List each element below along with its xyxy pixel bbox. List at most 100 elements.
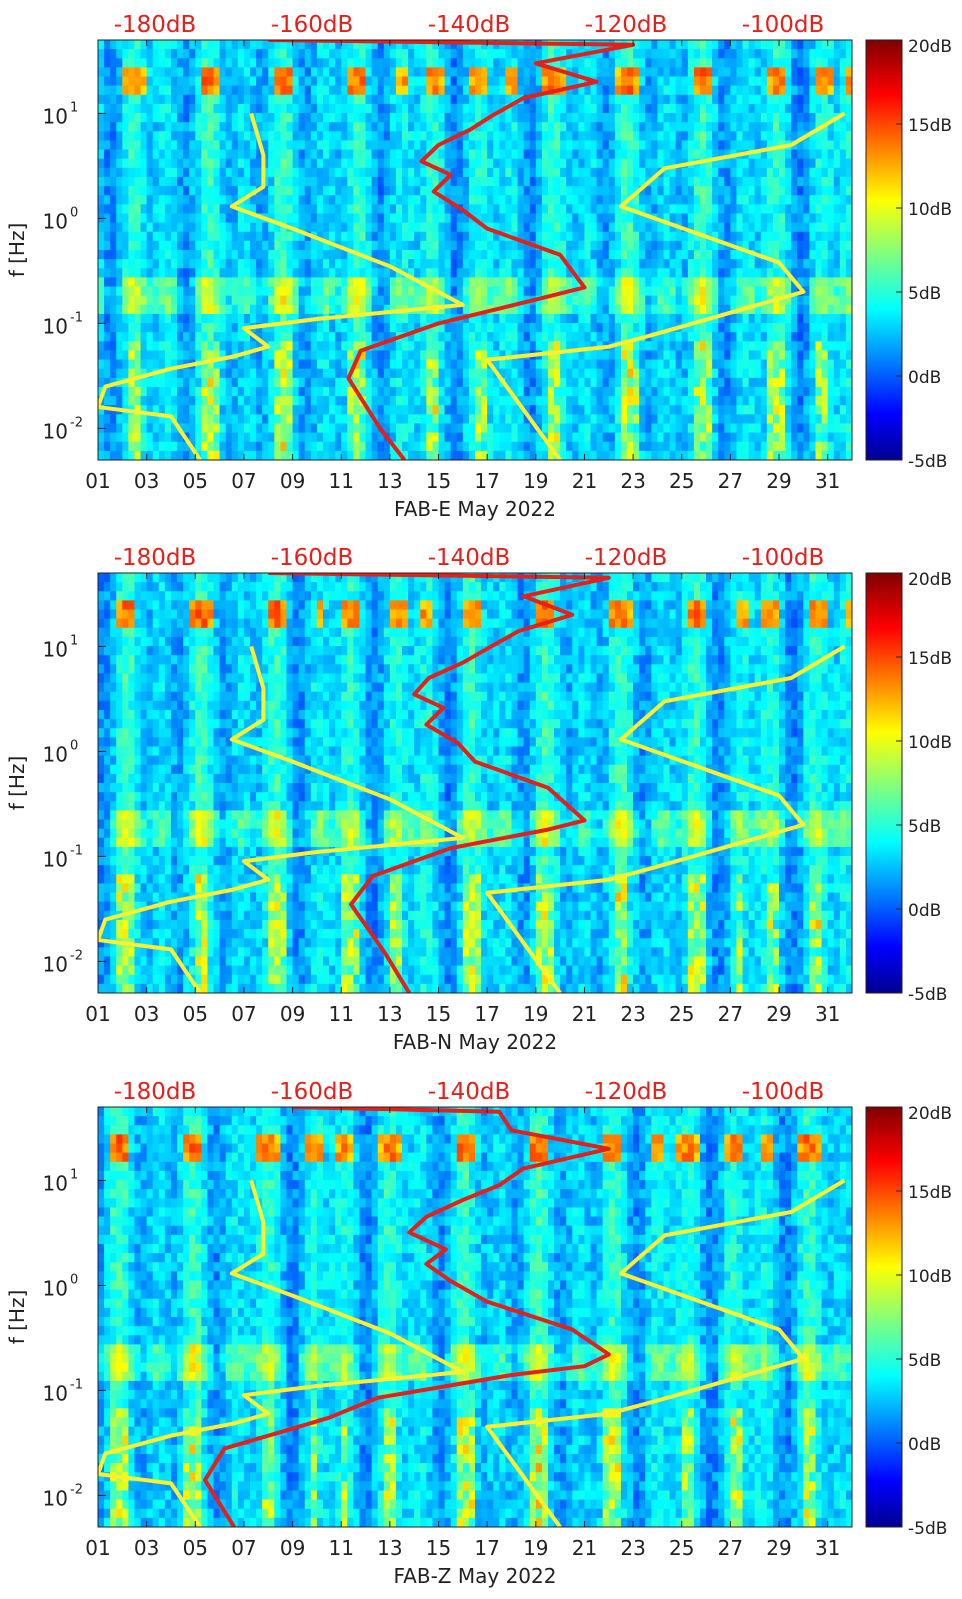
top-db-label: -160dB	[271, 545, 354, 571]
colorbar	[865, 572, 903, 994]
x-tick-label: 05	[183, 1002, 208, 1026]
colorbar	[865, 1106, 903, 1528]
y-tick-label: 10	[43, 314, 68, 338]
axes-box	[97, 39, 853, 461]
top-db-label: -100dB	[742, 1079, 825, 1105]
colorbar-tick-label: 5dB	[908, 284, 941, 304]
spectrogram-image	[98, 1107, 852, 1527]
x-tick-label: 13	[377, 1536, 402, 1560]
x-tick-label: 19	[523, 1002, 548, 1026]
y-tick-exponent: -1	[70, 843, 83, 858]
colorbar	[865, 39, 903, 461]
x-tick-label: 27	[718, 1002, 743, 1026]
x-tick-label: 03	[134, 1536, 159, 1560]
top-db-label: -180dB	[114, 12, 197, 38]
x-tick-label: 11	[328, 1536, 353, 1560]
colorbar-tick-label: 20dB	[908, 1104, 952, 1124]
x-tick-label: 29	[766, 469, 791, 493]
x-tick-label: 21	[572, 1002, 597, 1026]
y-axis-label: f [Hz]	[5, 1290, 29, 1345]
top-db-label: -140dB	[428, 1079, 511, 1105]
colorbar-tick-label: 0dB	[908, 901, 941, 921]
x-tick-label: 05	[183, 1536, 208, 1560]
top-db-label: -100dB	[742, 12, 825, 38]
y-tick-label: 10	[43, 419, 68, 443]
colorbar-tick-label: 5dB	[908, 1351, 941, 1371]
y-tick-exponent: 1	[70, 100, 78, 115]
x-axis-label: FAB-Z May 2022	[394, 1564, 557, 1588]
x-tick-label: 21	[572, 1536, 597, 1560]
colorbar-tick-label: 10dB	[908, 1267, 952, 1287]
y-tick-label: 10	[43, 209, 68, 233]
curve-nlnm	[98, 645, 465, 993]
x-tick-label: 01	[85, 469, 110, 493]
x-tick-label: 25	[669, 469, 694, 493]
y-tick-label: 10	[43, 104, 68, 128]
colorbar-tick-label: 0dB	[908, 368, 941, 388]
x-tick-label: 19	[523, 469, 548, 493]
x-tick-label: 27	[718, 469, 743, 493]
top-db-label: -120dB	[585, 1079, 668, 1105]
x-tick-label: 25	[669, 1536, 694, 1560]
colorbar-tick-label: 10dB	[908, 200, 952, 220]
x-tick-label: 07	[231, 1002, 256, 1026]
curve-median-psd	[268, 573, 611, 993]
curve-nhnm	[485, 644, 846, 993]
top-db-label: -100dB	[742, 545, 825, 571]
x-tick-label: 07	[231, 469, 256, 493]
y-tick-exponent: -1	[70, 310, 83, 325]
x-tick-label: 21	[572, 469, 597, 493]
x-tick-label: 15	[426, 1536, 451, 1560]
y-tick-label: 10	[43, 1276, 68, 1300]
x-tick-label: 11	[328, 1002, 353, 1026]
top-db-label: -180dB	[114, 545, 197, 571]
x-tick-label: 29	[766, 1002, 791, 1026]
x-tick-label: 01	[85, 1536, 110, 1560]
top-db-label: -160dB	[271, 12, 354, 38]
x-tick-label: 13	[377, 469, 402, 493]
top-db-label: -180dB	[114, 1079, 197, 1105]
y-tick-exponent: -2	[70, 948, 83, 963]
top-db-label: -120dB	[585, 12, 668, 38]
top-db-label: -140dB	[428, 12, 511, 38]
colorbar-tick-label: 15dB	[908, 649, 952, 669]
colorbar-tick-label: 20dB	[908, 37, 952, 57]
y-tick-label: 10	[43, 637, 68, 661]
axes-box	[97, 572, 853, 994]
colorbar-tick-label: -5dB	[908, 985, 947, 1005]
y-tick-label: 10	[43, 1381, 68, 1405]
x-tick-label: 17	[474, 1536, 499, 1560]
x-tick-label: 25	[669, 1002, 694, 1026]
colorbar-tick-label: -5dB	[908, 1519, 947, 1539]
y-tick-label: 10	[43, 1171, 68, 1195]
y-tick-exponent: -2	[70, 415, 83, 430]
curve-nhnm	[485, 111, 846, 460]
top-db-label: -140dB	[428, 545, 511, 571]
x-axis-label: FAB-E May 2022	[394, 497, 556, 521]
x-tick-label: 31	[815, 469, 840, 493]
x-tick-label: 03	[134, 1002, 159, 1026]
x-tick-label: 03	[134, 469, 159, 493]
colorbar-tick-label: 15dB	[908, 116, 952, 136]
spectrogram-image	[98, 573, 852, 993]
curve-nlnm	[98, 112, 465, 460]
colorbar-tick-label: 10dB	[908, 733, 952, 753]
x-tick-label: 15	[426, 1002, 451, 1026]
y-tick-exponent: -2	[70, 1482, 83, 1497]
y-tick-exponent: 0	[70, 205, 78, 220]
axes-box	[97, 1106, 853, 1528]
y-tick-label: 10	[43, 742, 68, 766]
x-tick-label: 23	[620, 469, 645, 493]
x-tick-label: 07	[231, 1536, 256, 1560]
x-tick-label: 31	[815, 1536, 840, 1560]
x-tick-label: 23	[620, 1002, 645, 1026]
colorbar-tick-label: 5dB	[908, 817, 941, 837]
y-axis-label: f [Hz]	[5, 223, 29, 278]
x-tick-label: 15	[426, 469, 451, 493]
x-tick-label: 09	[280, 469, 305, 493]
colorbar-tick-label: 0dB	[908, 1435, 941, 1455]
colorbar-tick-label: -5dB	[908, 452, 947, 472]
x-tick-label: 09	[280, 1536, 305, 1560]
y-tick-exponent: 1	[70, 1167, 78, 1182]
